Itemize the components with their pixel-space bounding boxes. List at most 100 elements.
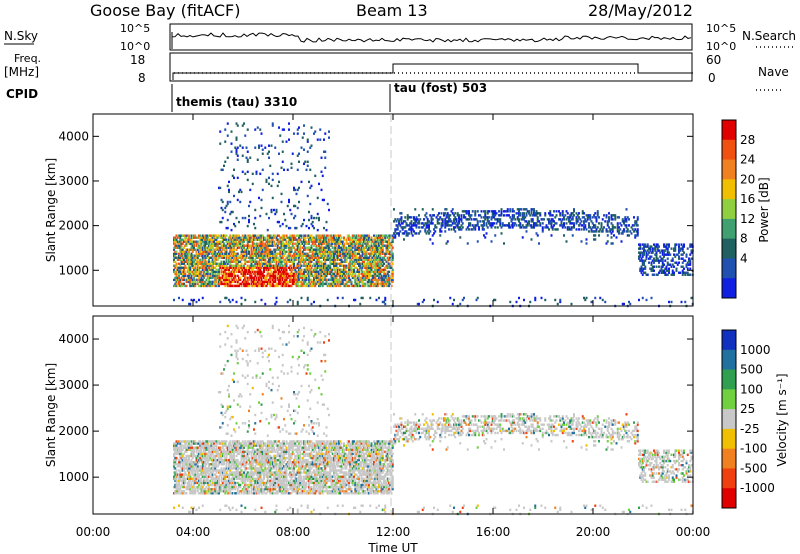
range-cell xyxy=(445,214,448,217)
range-cell xyxy=(440,212,443,215)
range-cell xyxy=(368,264,370,268)
range-cell xyxy=(680,265,683,268)
range-cell xyxy=(363,248,365,251)
range-cell xyxy=(199,284,202,288)
range-cell xyxy=(276,234,279,237)
range-cell xyxy=(179,256,182,259)
range-cell xyxy=(183,266,185,270)
range-cell xyxy=(486,210,489,213)
range-cell xyxy=(655,251,658,254)
range-cell xyxy=(183,240,185,243)
range-cell xyxy=(186,444,189,447)
range-cell xyxy=(410,230,413,233)
range-cell xyxy=(180,250,183,253)
range-cell xyxy=(248,260,250,263)
range-cell xyxy=(494,234,497,237)
range-cell xyxy=(273,280,275,284)
range-cell xyxy=(219,242,222,245)
range-cell xyxy=(296,248,299,251)
range-cell xyxy=(311,282,314,286)
range-cell xyxy=(460,218,463,221)
range-cell xyxy=(189,280,192,284)
range-cell xyxy=(253,222,255,226)
range-cell xyxy=(345,270,348,274)
range-cell xyxy=(660,271,663,274)
range-cell xyxy=(189,248,192,251)
range-cell xyxy=(369,252,372,255)
range-cell xyxy=(368,280,370,284)
range-cell xyxy=(268,240,270,243)
range-cell xyxy=(318,236,320,239)
range-cell xyxy=(204,238,207,241)
range-cell xyxy=(273,240,275,243)
range-cell xyxy=(239,276,242,280)
range-cell xyxy=(359,276,362,280)
range-cell xyxy=(374,240,377,243)
range-cell xyxy=(273,260,275,263)
range-cell xyxy=(281,242,284,245)
range-cell xyxy=(336,266,339,270)
range-cell xyxy=(215,248,218,251)
range-cell xyxy=(240,272,243,276)
range-cell xyxy=(378,274,380,278)
range-cell xyxy=(600,226,603,229)
range-cell xyxy=(298,270,300,274)
range-cell xyxy=(251,242,254,245)
range-cell xyxy=(243,238,245,241)
range-cell xyxy=(398,222,400,225)
range-cell xyxy=(465,212,468,215)
range-cell xyxy=(689,253,692,256)
range-cell xyxy=(351,274,354,278)
range-cell xyxy=(181,467,184,470)
range-cell xyxy=(205,282,208,286)
range-cell xyxy=(388,276,390,280)
range-cell xyxy=(324,262,327,266)
range-cell xyxy=(289,208,292,212)
range-cell xyxy=(281,238,284,241)
range-cell xyxy=(674,243,677,246)
range-cell xyxy=(606,224,609,227)
range-cell xyxy=(229,248,232,251)
range-cell xyxy=(401,226,404,229)
range-cell xyxy=(235,254,238,257)
range-cell xyxy=(565,210,568,213)
range-cell xyxy=(260,244,263,247)
range-cell xyxy=(313,264,315,268)
range-cell xyxy=(173,242,175,245)
range-cell xyxy=(244,280,247,284)
range-cell xyxy=(273,268,275,272)
range-cell xyxy=(541,222,544,225)
range-cell xyxy=(349,260,352,263)
range-cell xyxy=(680,257,683,260)
range-cell xyxy=(274,258,277,261)
range-cell xyxy=(313,236,315,239)
range-cell xyxy=(184,270,187,274)
range-cell xyxy=(388,284,390,288)
range-cell xyxy=(190,238,193,241)
range-cell xyxy=(633,230,635,233)
range-cell xyxy=(185,242,188,245)
range-cell xyxy=(379,262,382,266)
range-cell xyxy=(268,262,270,266)
range-cell xyxy=(531,208,534,211)
range-cell xyxy=(313,268,315,272)
range-cell xyxy=(426,220,429,223)
range-cell xyxy=(219,262,222,266)
range-cell xyxy=(315,234,318,237)
range-cell xyxy=(491,214,494,217)
range-cell xyxy=(206,268,209,272)
range-cell xyxy=(410,220,413,223)
range-cell xyxy=(578,228,580,231)
range-cell xyxy=(214,270,217,274)
range-cell xyxy=(438,218,440,221)
range-cell xyxy=(240,264,243,268)
range-cell xyxy=(374,270,377,274)
range-cell xyxy=(301,256,304,259)
range-cell xyxy=(616,226,619,229)
range-cell xyxy=(374,268,377,272)
range-cell xyxy=(283,236,285,239)
range-cell xyxy=(294,248,297,251)
range-cell xyxy=(213,282,215,286)
range-cell xyxy=(190,254,193,257)
range-cell xyxy=(253,246,255,249)
